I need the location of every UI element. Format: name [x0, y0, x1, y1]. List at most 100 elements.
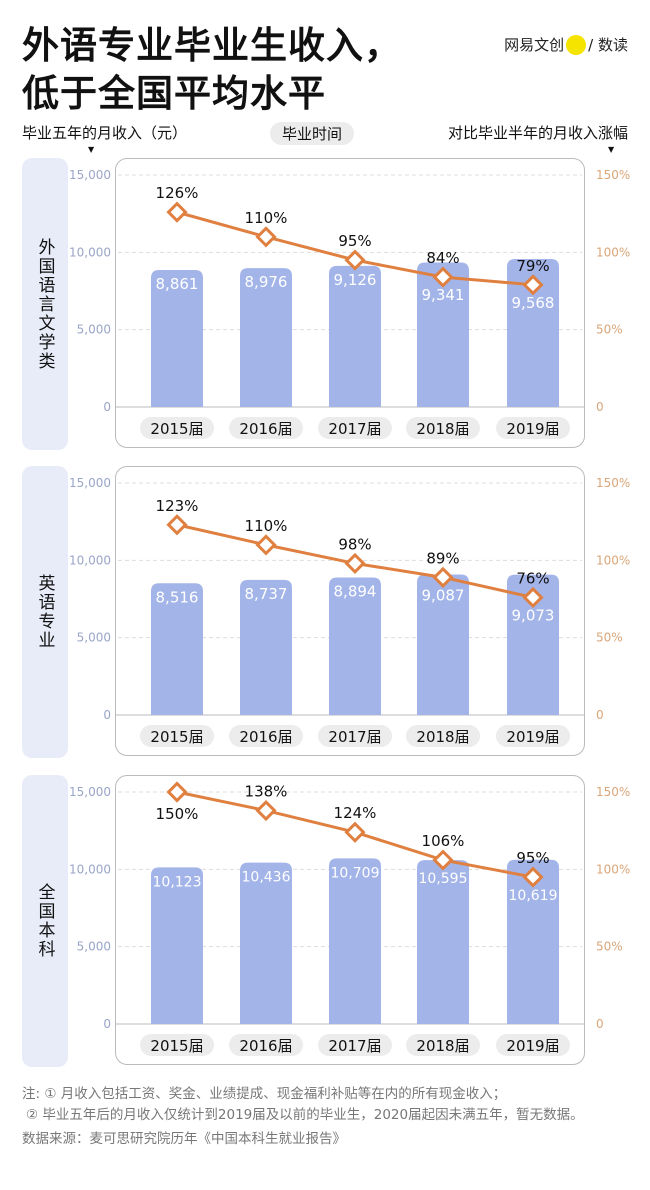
right-tick-label: 50% [596, 940, 623, 954]
left-tick-label: 5,000 [77, 940, 111, 954]
panel-label: 英语专业 [22, 466, 68, 758]
bar [151, 269, 203, 407]
year-pill [318, 725, 392, 747]
source: 数据来源：麦可思研究院历年《中国本科生就业报告》 [22, 1131, 346, 1147]
year-pill [318, 1034, 392, 1056]
line-point [255, 226, 277, 248]
chart-frame [115, 775, 585, 1065]
chart-frame [115, 158, 585, 448]
year-label: 2016届 [239, 420, 292, 438]
chart-panel: 0 0 5,000 50% 10,000 100% 15,000 150% 10,123 10,4… [69, 781, 630, 1056]
year-label: 2017届 [328, 420, 381, 438]
brand-left: 网易文创 [504, 36, 565, 54]
growth-label: 89% [426, 549, 459, 567]
bar-value-label: 10,595 [419, 871, 468, 887]
year-label: 2018届 [416, 1037, 469, 1055]
bar-value-label: 8,861 [156, 275, 199, 293]
left-tick-label: 0 [103, 400, 111, 414]
growth-label: 110% [245, 517, 288, 535]
bar-value-label: 9,073 [512, 606, 555, 624]
page-title: 外语专业毕业生收入， 低于全国平均水平 [22, 22, 402, 118]
year-label: 2016届 [239, 728, 292, 746]
bar-value-label: 8,516 [156, 588, 199, 606]
year-pill [140, 725, 214, 747]
bar [151, 867, 203, 1024]
year-pill [229, 1034, 303, 1056]
bar-value-label: 9,341 [422, 286, 465, 304]
growth-label: 138% [245, 783, 288, 801]
line-point [344, 552, 366, 575]
year-pill [318, 417, 392, 439]
line-point [344, 821, 366, 843]
bar-value-label: 8,894 [334, 582, 377, 600]
right-tick-label: 0 [596, 1017, 604, 1031]
year-label: 2015届 [150, 420, 203, 438]
bar-value-label: 9,126 [334, 271, 377, 289]
left-tick-label: 15,000 [69, 168, 111, 182]
bar [329, 858, 381, 1024]
notes: 注: ① 月收入包括工资、奖金、业绩提成、现金福利补贴等在内的所有现金收入； ②… [22, 1084, 642, 1150]
right-axis-title: 对比毕业半年的月收入涨幅 [447, 124, 628, 142]
growth-label: 95% [516, 849, 549, 867]
line-point [522, 274, 544, 296]
triangle-down-icon: ▼ [608, 145, 615, 154]
year-pill [406, 417, 480, 439]
panel-label-text: 英语专业 [34, 574, 55, 650]
year-label: 2017届 [328, 728, 381, 746]
line-point [166, 201, 188, 223]
left-tick-label: 15,000 [69, 785, 111, 799]
left-tick-label: 10,000 [69, 245, 111, 259]
bar [240, 862, 292, 1024]
year-label: 2019届 [506, 1037, 559, 1055]
year-label: 2015届 [150, 728, 203, 746]
right-tick-label: 100% [596, 553, 630, 567]
year-label: 2019届 [506, 728, 559, 746]
bar-value-label: 8,976 [245, 273, 288, 291]
bar-value-label: 9,087 [422, 586, 465, 604]
triangle-down-icon: ▼ [88, 145, 95, 154]
line-point [344, 249, 366, 271]
line-point [255, 534, 277, 556]
bar [507, 259, 559, 407]
brand-dot-icon [566, 34, 587, 55]
left-tick-label: 15,000 [69, 476, 111, 490]
growth-label: 98% [338, 535, 371, 553]
note-1: 注: ① 月收入包括工资、奖金、业绩提成、现金福利补贴等在内的所有现金收入； [22, 1086, 507, 1102]
x-axis-title: 毕业时间 [270, 122, 355, 145]
bar-value-label: 9,568 [512, 294, 555, 312]
growth-label: 95% [338, 232, 371, 250]
bar-value-label: 10,123 [153, 874, 202, 890]
year-label: 2018届 [416, 420, 469, 438]
left-tick-label: 5,000 [77, 631, 111, 645]
brand-right: / 数读 [588, 36, 628, 54]
bar [240, 579, 292, 715]
left-tick-label: 0 [103, 708, 111, 722]
growth-label: 84% [426, 249, 459, 267]
bar [417, 262, 469, 407]
brand-logo: 网易文创 / 数读 [504, 34, 628, 55]
bar [507, 574, 559, 715]
growth-label: 76% [516, 569, 549, 587]
line-point [255, 799, 277, 822]
panel-label: 全国本科 [22, 775, 68, 1067]
bar [329, 265, 381, 407]
right-tick-label: 0 [596, 708, 604, 722]
year-label: 2015届 [150, 1037, 203, 1055]
year-pill [496, 1034, 570, 1056]
year-pill [496, 417, 570, 439]
year-pill [496, 725, 570, 747]
panel-label: 外国语言文学类 [22, 158, 68, 450]
chart-panel: 0 0 5,000 50% 10,000 100% 15,000 150% 8,516 8,737… [69, 476, 630, 747]
bar-value-label: 8,737 [245, 585, 288, 603]
year-pill [406, 725, 480, 747]
growth-label: 126% [156, 184, 199, 202]
growth-label: 110% [245, 209, 288, 227]
line-point [432, 566, 454, 588]
growth-label: 150% [156, 805, 199, 823]
bar-value-label: 10,436 [242, 870, 291, 886]
note-2: ② 毕业五年后的月收入仅统计到2019届及以前的毕业生，2020届起因未满五年，… [26, 1107, 584, 1123]
year-pill [229, 725, 303, 747]
right-tick-label: 100% [596, 245, 630, 259]
bar [151, 583, 203, 715]
left-tick-label: 10,000 [69, 553, 111, 567]
